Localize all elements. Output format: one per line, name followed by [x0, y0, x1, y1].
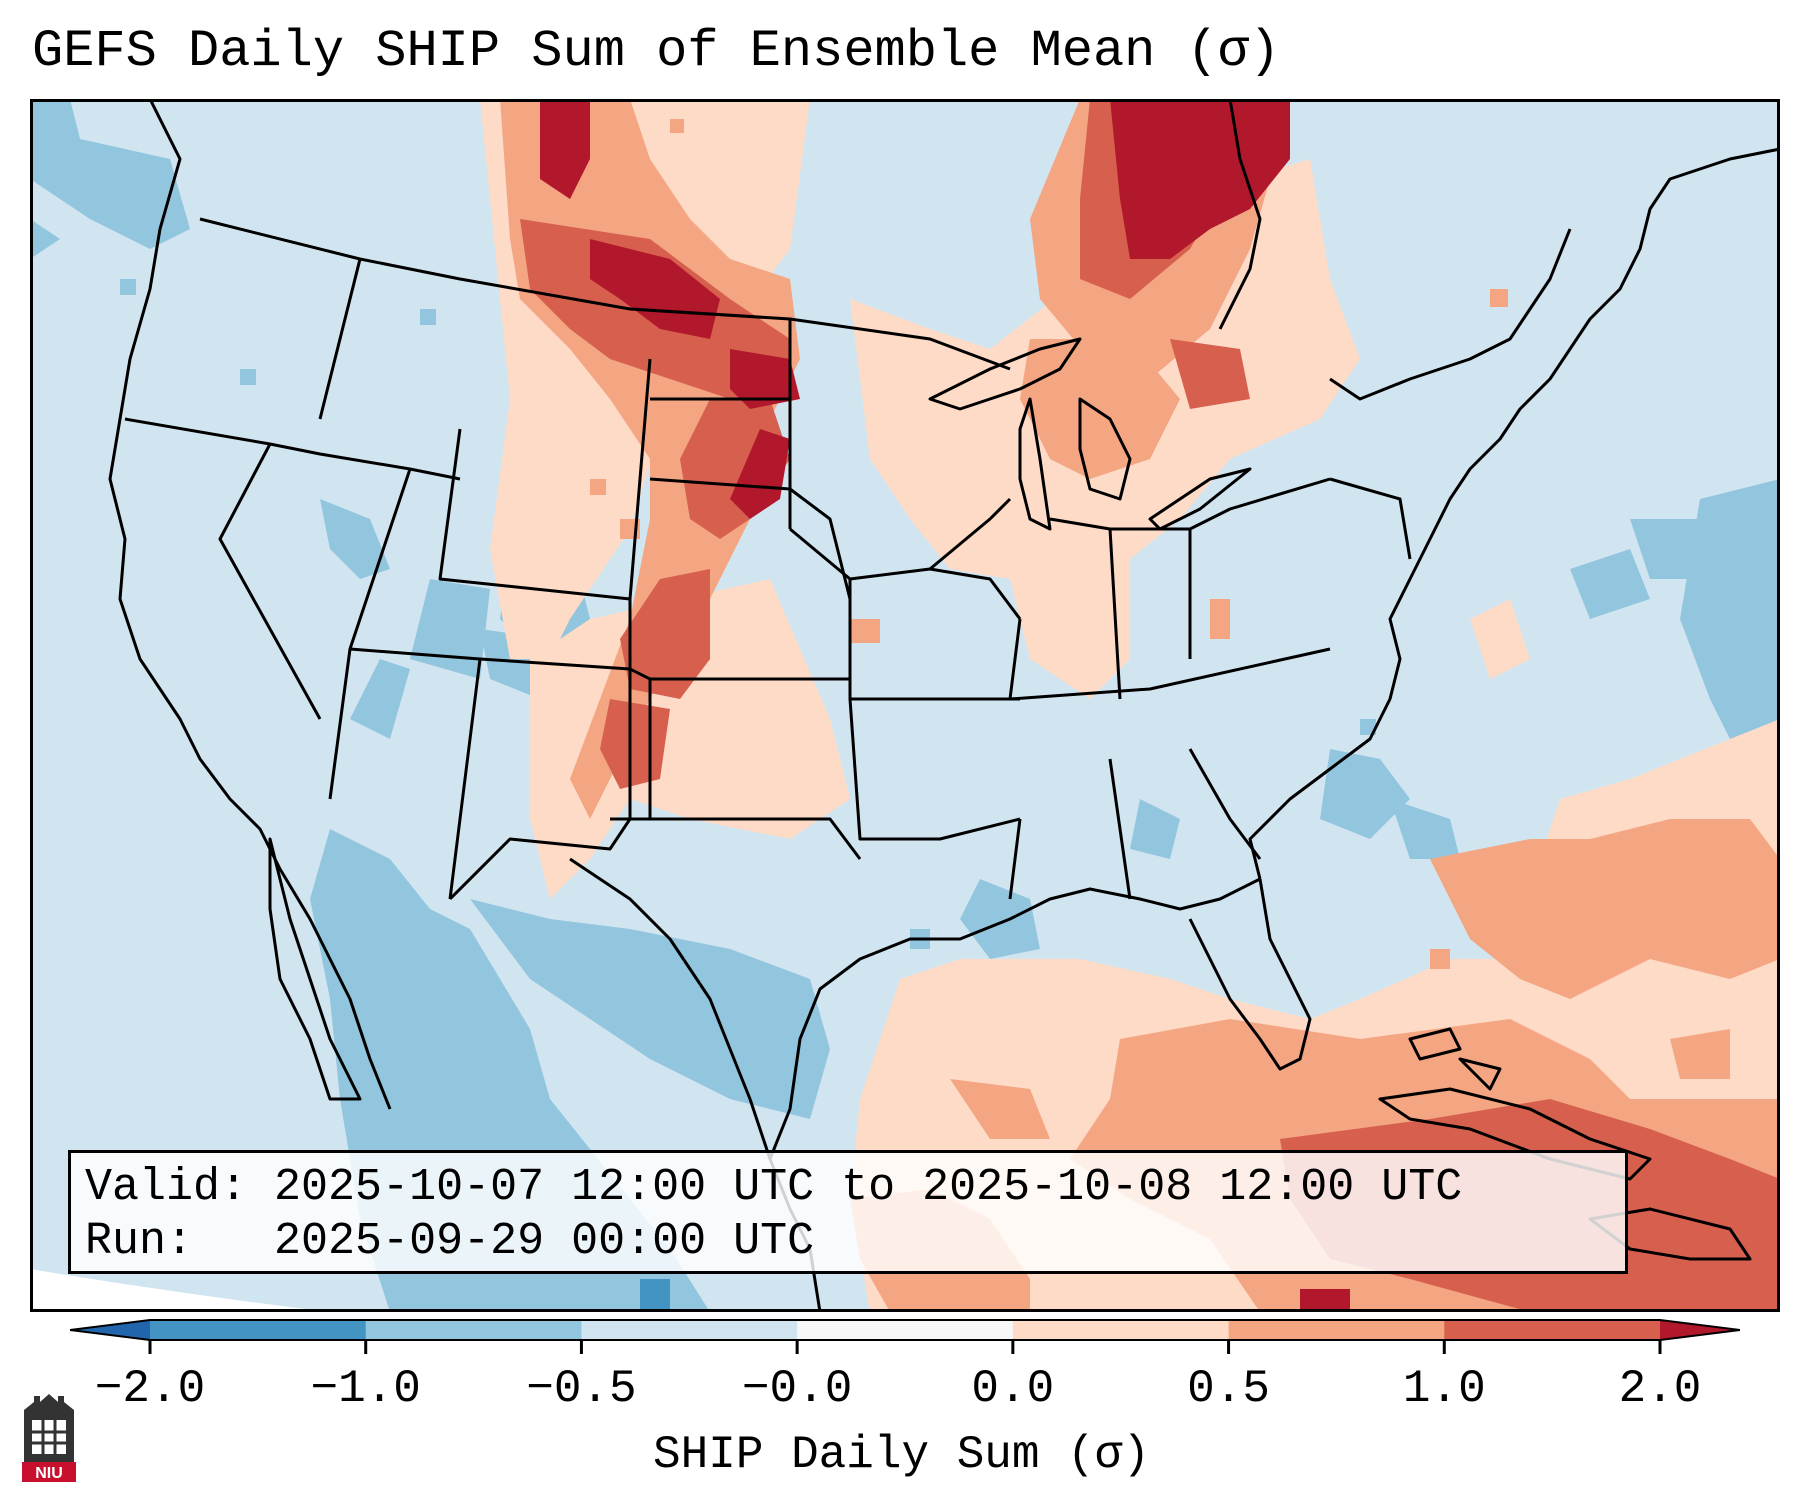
logo-window [32, 1420, 66, 1454]
colorbar-bin [1444, 1320, 1661, 1340]
colorbar-under-arrow [70, 1320, 150, 1340]
colorbar-bin [581, 1320, 798, 1340]
colorbar-bin [797, 1320, 1014, 1340]
valid-line: Valid: 2025-10-07 12:00 UTC to 2025-10-0… [85, 1161, 1611, 1215]
colorbar-outline [70, 1319, 1740, 1341]
colorbar-bins [150, 1320, 1661, 1340]
colorbar-bin [1228, 1320, 1445, 1340]
colorbar-tick-label: 0.0 [971, 1363, 1055, 1415]
colorbar-bin [150, 1320, 367, 1340]
map-title: GEFS Daily SHIP Sum of Ensemble Mean (σ) [32, 22, 1281, 81]
valid-label: Valid: [85, 1162, 248, 1213]
colorbar-tick-label: 2.0 [1618, 1363, 1702, 1415]
valid-value: 2025-10-07 12:00 UTC to 2025-10-08 12:00… [274, 1162, 1463, 1213]
strong-negative-spot [640, 1279, 670, 1312]
valid-run-box: Valid: 2025-10-07 12:00 UTC to 2025-10-0… [68, 1150, 1628, 1274]
map-frame [30, 99, 1780, 1312]
colorbar-tick-marks [148, 1340, 1662, 1354]
colorbar-tick-label: −1.0 [310, 1363, 421, 1415]
projection-edge [30, 1269, 330, 1312]
run-value: 2025-09-29 00:00 UTC [274, 1216, 815, 1267]
positive-pixels [590, 119, 1508, 969]
colorbar-tick-label: −2.0 [94, 1363, 206, 1415]
colorbar-tick-label: 0.5 [1187, 1363, 1270, 1415]
colorbar [70, 1319, 1740, 1354]
extreme-positive-regions [540, 99, 1350, 1312]
ship-field-map [30, 99, 1780, 1312]
colorbar-label: SHIP Daily Sum (σ) [653, 1429, 1150, 1481]
niu-logo: NIU [22, 1394, 76, 1482]
logo-badge [22, 1462, 76, 1482]
map-panel [30, 99, 1780, 1312]
logo-window-grid [32, 1420, 66, 1454]
colorbar-tick-label: 1.0 [1402, 1363, 1486, 1415]
colorbar-bin [365, 1320, 582, 1340]
colorbar-tick-label: −0.0 [741, 1363, 853, 1415]
colorbar-bin [1012, 1320, 1230, 1340]
colorbar-over-arrow [1660, 1320, 1740, 1340]
logo-text: NIU [35, 1465, 63, 1482]
colorbar-tick-label: −0.5 [526, 1363, 637, 1415]
run-label: Run: [85, 1216, 194, 1267]
run-line: Run: 2025-09-29 00:00 UTC [85, 1215, 1611, 1269]
